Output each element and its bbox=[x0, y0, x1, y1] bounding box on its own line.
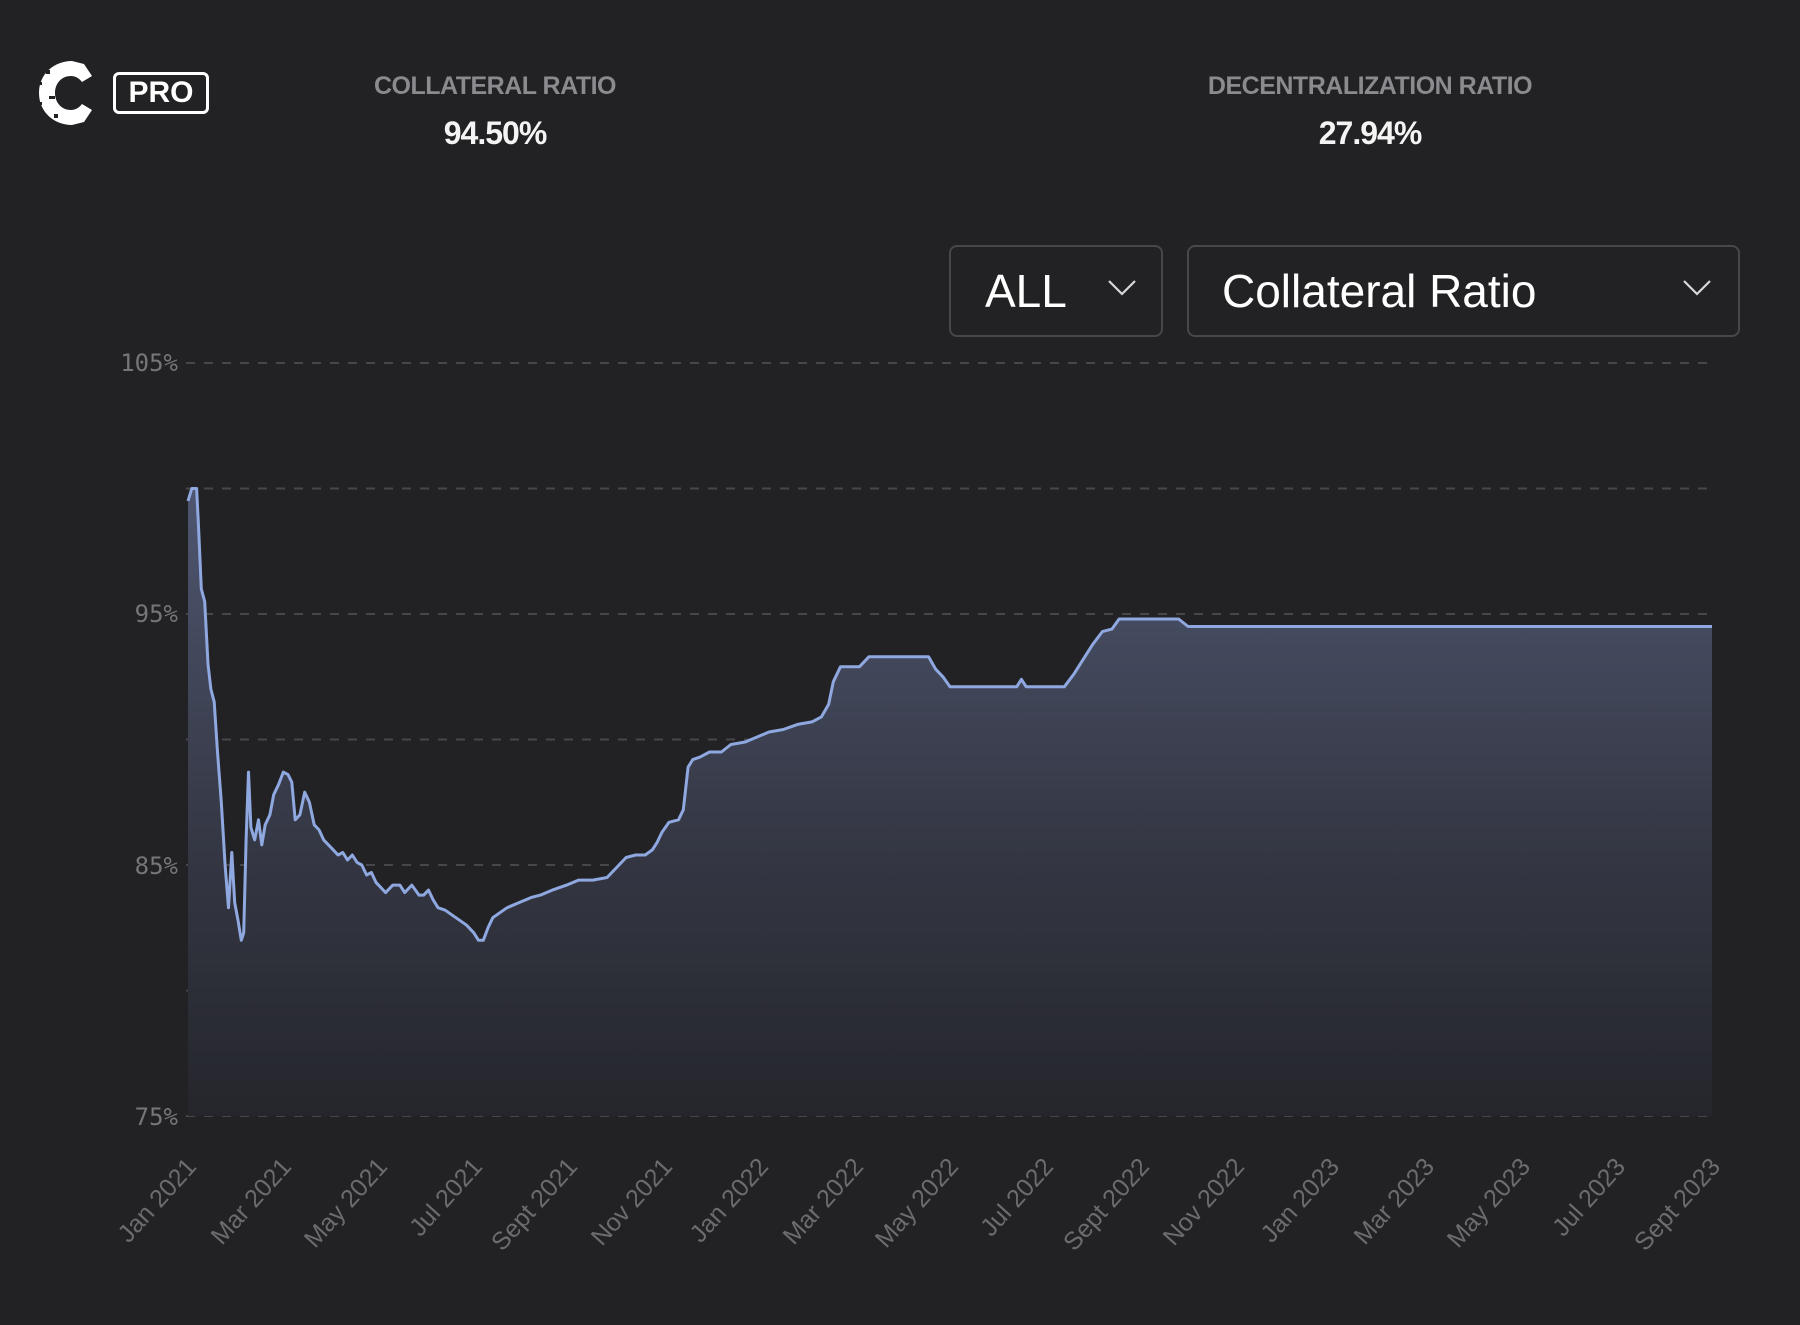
collateral-ratio-stat: COLLATERAL RATIO 94.50% bbox=[360, 72, 630, 152]
decentralization-ratio-value: 27.94% bbox=[1318, 115, 1423, 151]
collateral-ratio-value: 94.50% bbox=[443, 115, 548, 151]
y-tick-85: 85% bbox=[134, 852, 178, 880]
time-range-value: ALL bbox=[985, 265, 1067, 317]
y-tick-75: 75% bbox=[134, 1103, 178, 1131]
time-range-select[interactable]: ALL bbox=[949, 245, 1163, 337]
logo[interactable] bbox=[34, 58, 214, 128]
metric-select[interactable]: Collateral Ratio bbox=[1187, 245, 1740, 337]
chart-area bbox=[188, 488, 1712, 1116]
y-tick-105: 105% bbox=[120, 349, 178, 377]
decentralization-ratio-stat: DECENTRALIZATION RATIO 27.94% bbox=[1185, 72, 1555, 152]
metric-value: Collateral Ratio bbox=[1222, 265, 1537, 317]
pro-badge: PRO bbox=[113, 72, 209, 114]
chart-line bbox=[186, 487, 1712, 942]
decentralization-ratio-label: DECENTRALIZATION RATIO bbox=[1207, 72, 1533, 100]
grid-lines bbox=[186, 362, 1714, 1117]
logo-c-icon bbox=[36, 61, 92, 125]
chevron-down-icon bbox=[1683, 280, 1711, 296]
collateral-ratio-label: COLLATERAL RATIO bbox=[374, 72, 616, 100]
chevron-down-icon bbox=[1108, 280, 1136, 296]
y-tick-95: 95% bbox=[134, 600, 178, 628]
